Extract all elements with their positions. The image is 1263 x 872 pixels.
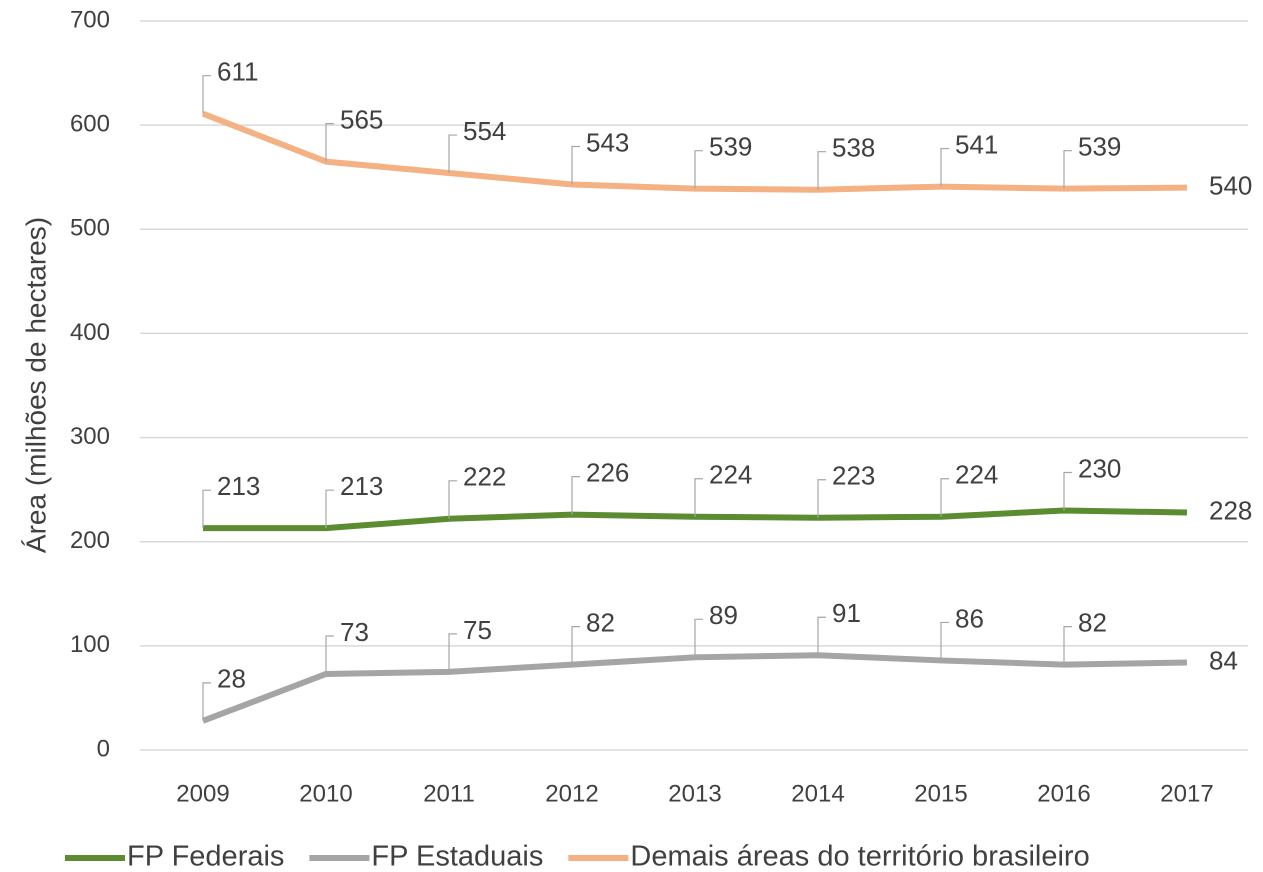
leader-line (202, 75, 211, 114)
data-label: 230 (1078, 453, 1121, 483)
x-tick-label: 2011 (423, 780, 475, 807)
data-label: 84 (1209, 645, 1238, 675)
data-label: 89 (709, 600, 738, 630)
data-label: 554 (463, 116, 506, 146)
legend-label: FP Estaduais (371, 841, 543, 872)
data-label: 86 (955, 603, 984, 633)
leader-line (448, 480, 457, 519)
data-label: 538 (832, 133, 875, 163)
y-tick-label: 300 (70, 423, 110, 450)
leader-line (694, 478, 703, 517)
x-tick-label: 2014 (791, 780, 844, 807)
leader-line (202, 682, 211, 721)
y-tick-label: 400 (70, 319, 110, 346)
data-label: 213 (217, 471, 260, 501)
leader-line (817, 479, 826, 518)
leader-line (940, 478, 949, 517)
data-label: 223 (832, 461, 875, 491)
x-tick-label: 2013 (668, 780, 721, 807)
leader-line (1063, 471, 1072, 511)
data-label: 213 (340, 471, 383, 501)
leader-line (694, 618, 703, 658)
data-label: 565 (340, 104, 383, 134)
x-tick-label: 2009 (176, 780, 229, 807)
leader-line (694, 150, 703, 189)
legend-label: Demais áreas do território brasileiro (630, 841, 1089, 872)
leader-line (817, 151, 826, 190)
x-tick-label: 2015 (914, 780, 967, 807)
y-tick-label: 500 (70, 215, 110, 242)
data-label: 28 (217, 664, 246, 694)
leader-line (571, 476, 580, 515)
y-tick-label: 600 (70, 110, 110, 137)
series-line (201, 652, 1188, 724)
y-tick-label: 100 (70, 631, 110, 658)
leader-line (202, 489, 211, 529)
data-label: 539 (709, 132, 752, 162)
y-tick-label: 200 (70, 527, 110, 554)
data-label: 540 (1209, 171, 1252, 201)
leader-line (448, 134, 457, 174)
data-label: 91 (832, 598, 861, 628)
leader-line (1063, 150, 1072, 189)
data-label: 228 (1209, 495, 1252, 525)
x-tick-label: 2012 (545, 780, 598, 807)
data-label: 75 (463, 615, 492, 645)
data-label: 82 (1078, 607, 1107, 637)
data-label: 224 (955, 460, 998, 490)
data-label: 224 (709, 460, 752, 490)
leader-line (940, 147, 949, 187)
leader-line (1063, 626, 1072, 665)
data-label: 82 (586, 607, 615, 637)
x-tick-label: 2010 (299, 780, 352, 807)
leader-line (325, 122, 334, 162)
leader-line (571, 626, 580, 665)
x-tick-label: 2016 (1037, 780, 1090, 807)
data-label: 541 (955, 129, 998, 159)
data-label: 222 (463, 462, 506, 492)
y-axis-title: Área (milhões de hectares) (20, 217, 51, 553)
data-label: 543 (586, 127, 629, 157)
data-label: 611 (217, 57, 258, 87)
legend-label: FP Federais (127, 841, 284, 872)
leader-line (325, 489, 334, 529)
x-tick-label: 2017 (1160, 780, 1213, 807)
data-label: 73 (340, 617, 369, 647)
leader-line (571, 145, 580, 185)
leader-line (940, 621, 949, 661)
leader-line (448, 633, 457, 672)
data-label: 539 (1078, 132, 1121, 162)
y-tick-label: 0 (97, 735, 110, 762)
leader-line (325, 635, 334, 674)
y-tick-label: 700 (70, 6, 110, 33)
data-label: 226 (586, 458, 629, 488)
leader-line (817, 616, 826, 656)
